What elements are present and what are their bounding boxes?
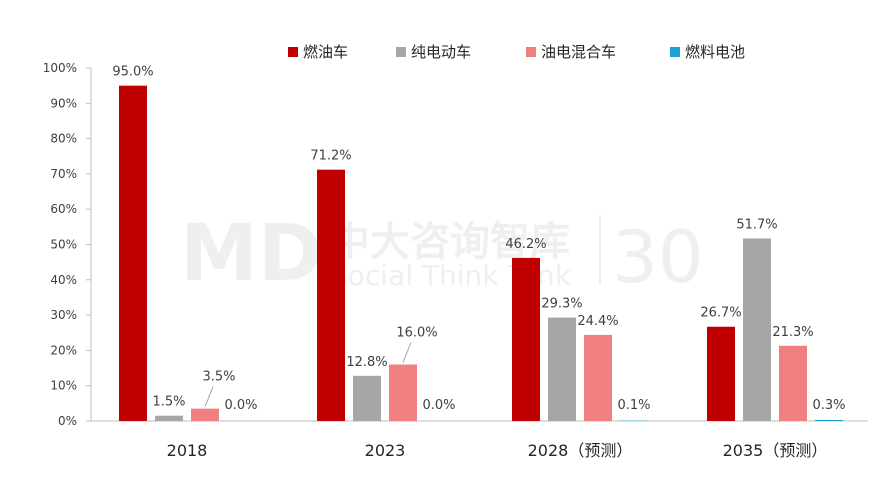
legend-swatch (396, 47, 406, 57)
bar (155, 416, 183, 421)
legend-label: 燃油车 (303, 43, 348, 61)
y-tick-label: 10% (50, 379, 77, 393)
y-tick-label: 100% (43, 61, 77, 75)
data-label: 0.0% (224, 398, 257, 413)
watermark-brand: MD (180, 209, 322, 299)
legend-label: 纯电动车 (411, 43, 471, 61)
y-tick-label: 90% (50, 96, 77, 110)
data-label: 16.0% (396, 326, 437, 341)
x-tick-label: 2023 (365, 441, 406, 460)
data-label: 29.3% (541, 297, 582, 312)
data-label: 24.4% (577, 314, 618, 329)
legend: 燃油车 纯电动车 油电混合车 燃料电池 (288, 43, 745, 61)
y-tick-label: 70% (50, 167, 77, 181)
bar (317, 170, 345, 421)
watermark-badge: 30 (612, 215, 704, 299)
data-label: 51.7% (736, 217, 777, 232)
y-tick-label: 30% (50, 308, 77, 322)
bar (353, 376, 381, 421)
bar (815, 420, 843, 421)
data-label: 1.5% (152, 395, 185, 410)
y-tick-label: 60% (50, 202, 77, 216)
data-label: 71.2% (310, 149, 351, 164)
legend-swatch (670, 47, 680, 57)
data-label: 95.0% (112, 65, 153, 80)
watermark: MD 中大咨询智库 Social Think Tank 30 (180, 209, 704, 299)
data-label-leader (403, 343, 411, 363)
bar (779, 346, 807, 421)
x-tick-label: 2028（预测） (528, 441, 633, 460)
data-label: 26.7% (700, 306, 741, 321)
data-label: 3.5% (202, 370, 235, 385)
legend-label: 油电混合车 (541, 43, 616, 61)
bar (119, 86, 147, 421)
legend-label: 燃料电池 (685, 43, 745, 61)
x-tick-label: 2035（预测） (723, 441, 828, 460)
legend-swatch (288, 47, 298, 57)
data-label: 0.0% (422, 398, 455, 413)
bar (512, 258, 540, 421)
bar (707, 327, 735, 421)
x-tick-label: 2018 (167, 441, 208, 460)
y-tick-label: 40% (50, 273, 77, 287)
data-label: 12.8% (346, 355, 387, 370)
y-tick-label: 20% (50, 343, 77, 357)
bar (548, 318, 576, 421)
data-label: 0.3% (812, 398, 845, 413)
y-tick-label: 0% (58, 414, 77, 428)
data-label: 21.3% (772, 325, 813, 340)
bar (191, 409, 219, 421)
legend-swatch (526, 47, 536, 57)
data-label: 0.1% (617, 398, 650, 413)
bar (584, 335, 612, 421)
y-tick-label: 80% (50, 132, 77, 146)
bar (743, 238, 771, 421)
data-label-leader (205, 387, 213, 407)
y-tick-label: 50% (50, 238, 77, 252)
bar (389, 365, 417, 421)
data-label: 46.2% (505, 237, 546, 252)
